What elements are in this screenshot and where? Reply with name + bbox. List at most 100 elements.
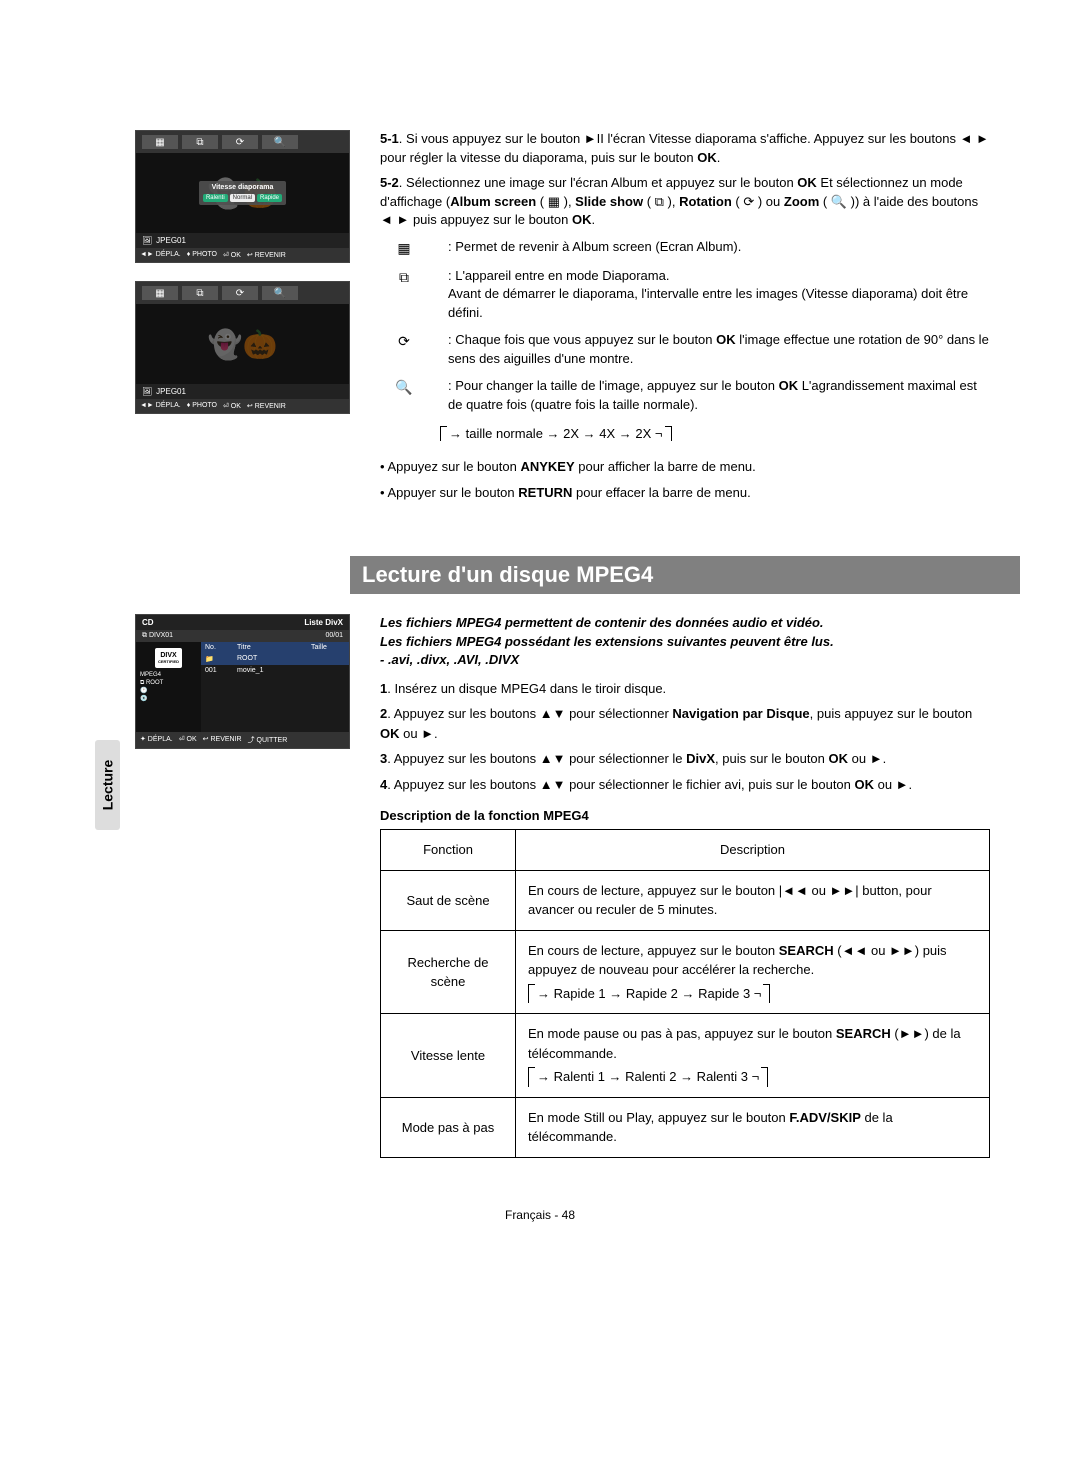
desc-bold: OK	[716, 332, 736, 347]
step-ok: OK	[797, 175, 817, 190]
slideshow-icon: ⧉	[380, 267, 428, 324]
bottombar: ✦ DÉPLA. ⏎ OK ↩ REVENIR ⤴ QUITTER	[136, 732, 349, 748]
slideshow-icon: ⧉	[182, 135, 218, 149]
divx-logo-text: DIVX	[158, 652, 179, 659]
fn-desc: En cours de lecture, appuyez sur le bout…	[516, 870, 990, 930]
step-bold: Navigation par Disque	[672, 706, 809, 721]
icon-row: ▦ : Permet de revenir à Album screen (Ec…	[380, 238, 990, 258]
step-text: ou ►.	[400, 726, 438, 741]
file-label-text: JPEG01	[156, 387, 186, 396]
step-text: , puis sur le bouton	[715, 751, 828, 766]
desc-bold: SEARCH	[779, 943, 834, 958]
bottombar-ok: ⏎ OK	[223, 251, 241, 259]
grid-icon: ▦	[142, 135, 178, 149]
step-text: ( ⟳ ) ou	[732, 194, 784, 209]
note-text: pour effacer la barre de menu.	[572, 485, 750, 500]
icon-desc: : Pour changer la taille de l'image, app…	[448, 377, 990, 415]
step-text: . Sélectionnez une image sur l'écran Alb…	[399, 175, 798, 190]
step-ok: OK	[855, 777, 875, 792]
zoom-icon: 🔍	[262, 286, 298, 300]
bottombar-return: ↩ REVENIR	[203, 735, 242, 745]
th-no: No.	[201, 642, 233, 653]
row-no: 001	[201, 665, 233, 676]
note-return: • Appuyer sur le bouton RETURN pour effa…	[380, 483, 990, 503]
divx-list-label: Liste DivX	[304, 618, 343, 627]
section-heading: Lecture d'un disque MPEG4	[350, 556, 1020, 594]
desc-text: En mode pause ou pas à pas, appuyez sur …	[528, 1026, 836, 1041]
bottombar-return: ↩ REVENIR	[247, 251, 286, 259]
step-text: ou ►.	[874, 777, 912, 792]
label-rotation: Rotation	[679, 194, 732, 209]
disc-icon: 💿	[140, 696, 201, 704]
step-bold: DivX	[686, 751, 715, 766]
screenshot-divx: CD Liste DivX ⧉ DIVX01 00/01 DIVX CERTIF…	[135, 614, 350, 749]
desc-bold: OK	[779, 378, 799, 393]
step-text: ou ►.	[848, 751, 886, 766]
desc-text: : Pour changer la taille de l'image, app…	[448, 378, 779, 393]
clock-icon: 🕐	[140, 688, 201, 696]
screenshot-slideshow-view: ▦ ⧉ ⟳ 🔍 👻🎃 🖼 JPEG01 ◄► DÉPLA. ♦ PHOTO ⏎ …	[135, 281, 350, 414]
zoom-cycle: → taille normale → 2X → 4X → 2X ¬	[380, 422, 990, 441]
icon-desc: : Permet de revenir à Album screen (Ecra…	[448, 238, 741, 258]
side-tab: Lecture	[95, 740, 120, 830]
divx-row: 📁 ROOT	[201, 653, 349, 665]
file-label: 🖼 JPEG01	[136, 233, 349, 248]
step-5-2: 5-2. Sélectionnez une image sur l'écran …	[380, 174, 990, 231]
intro-line: Les fichiers MPEG4 permettent de conteni…	[380, 614, 990, 632]
speed-popup-title: Vitesse diaporama	[203, 184, 282, 191]
step-text: , puis appuyez sur le bouton	[810, 706, 973, 721]
row-no: 📁	[201, 653, 233, 665]
divx-info-mpeg4: MPEG4	[140, 672, 201, 680]
step-ok: OK	[697, 150, 717, 165]
screenshot-slideshow-speed: ▦ ⧉ ⟳ 🔍 👻🎃 Vitesse diaporama Ralenti Nor…	[135, 130, 350, 263]
file-label: 🖼 JPEG01	[136, 384, 349, 399]
th-description: Description	[516, 830, 990, 871]
speed-btn-slow: Ralenti	[203, 194, 228, 202]
note-text: • Appuyer sur le bouton	[380, 485, 518, 500]
fn-desc: En mode pause ou pas à pas, appuyez sur …	[516, 1014, 990, 1098]
divx-path: ⧉ DIVX01	[142, 632, 173, 640]
fn-desc: En cours de lecture, appuyez sur le bout…	[516, 930, 990, 1014]
divx-logo: DIVX CERTIFIED	[155, 648, 182, 668]
rotation-icon: ⟳	[222, 135, 258, 149]
speed-popup: Vitesse diaporama Ralenti Normal Rapide	[199, 181, 286, 205]
th-title: Titre	[233, 642, 307, 653]
note-anykey: • Appuyez sur le bouton ANYKEY pour affi…	[380, 457, 990, 477]
bottombar-move: ◄► DÉPLA.	[140, 402, 181, 410]
mpeg-steps: 11. Insérez un disque MPEG4 dans le tiro…	[380, 679, 990, 795]
divx-logo-sub: CERTIFIED	[158, 659, 179, 664]
th-function: Fonction	[381, 830, 516, 871]
desc-text: En mode Still ou Play, appuyez sur le bo…	[528, 1110, 789, 1125]
note-text: • Appuyez sur le bouton	[380, 459, 520, 474]
bottombar-ok: ⏎ OK	[223, 402, 241, 410]
mpeg-step-4: 44. Appuyez sur les boutons ▲▼ pour séle…	[380, 775, 990, 795]
image-icon: 🖼	[142, 236, 152, 245]
slideshow-icon: ⧉	[182, 286, 218, 300]
bottombar-move: ◄► DÉPLA.	[140, 251, 181, 259]
icon-row: 🔍 : Pour changer la taille de l'image, a…	[380, 377, 990, 415]
row-size	[307, 653, 349, 665]
fn-scene-skip: Saut de scène	[381, 870, 516, 930]
row-title: ROOT	[233, 653, 307, 665]
intro-line: - .avi, .divx, .AVI, .DIVX	[380, 651, 990, 669]
label-album: Album screen	[450, 194, 536, 209]
row-size	[307, 665, 349, 676]
intro-line: Les fichiers MPEG4 possédant les extensi…	[380, 633, 990, 651]
fn-scene-search: Recherche de scène	[381, 930, 516, 1014]
step-text: ( ⧉ ),	[643, 194, 679, 209]
icon-desc: : L'appareil entre en mode Diaporama. Av…	[448, 267, 990, 324]
table-title: Description de la fonction MPEG4	[380, 808, 990, 823]
mpeg-step-2: 22. Appuyez sur les boutons ▲▼ pour séle…	[380, 704, 990, 743]
mpeg-intro: Les fichiers MPEG4 permettent de conteni…	[380, 614, 990, 669]
bottombar: ◄► DÉPLA. ♦ PHOTO ⏎ OK ↩ REVENIR	[136, 399, 349, 413]
image-icon: 🖼	[142, 387, 152, 396]
fn-desc: En mode Still ou Play, appuyez sur le bo…	[516, 1097, 990, 1157]
divx-row: 001 movie_1	[201, 665, 349, 676]
desc-bold: F.ADV/SKIP	[789, 1110, 861, 1125]
desc-bold: SEARCH	[836, 1026, 891, 1041]
divx-count: 00/01	[325, 632, 343, 640]
note-text: pour afficher la barre de menu.	[575, 459, 756, 474]
mpeg-step-3: 33. Appuyez sur les boutons ▲▼ pour séle…	[380, 749, 990, 769]
label-zoom: Zoom	[784, 194, 819, 209]
step-label: 5-1	[380, 131, 399, 146]
